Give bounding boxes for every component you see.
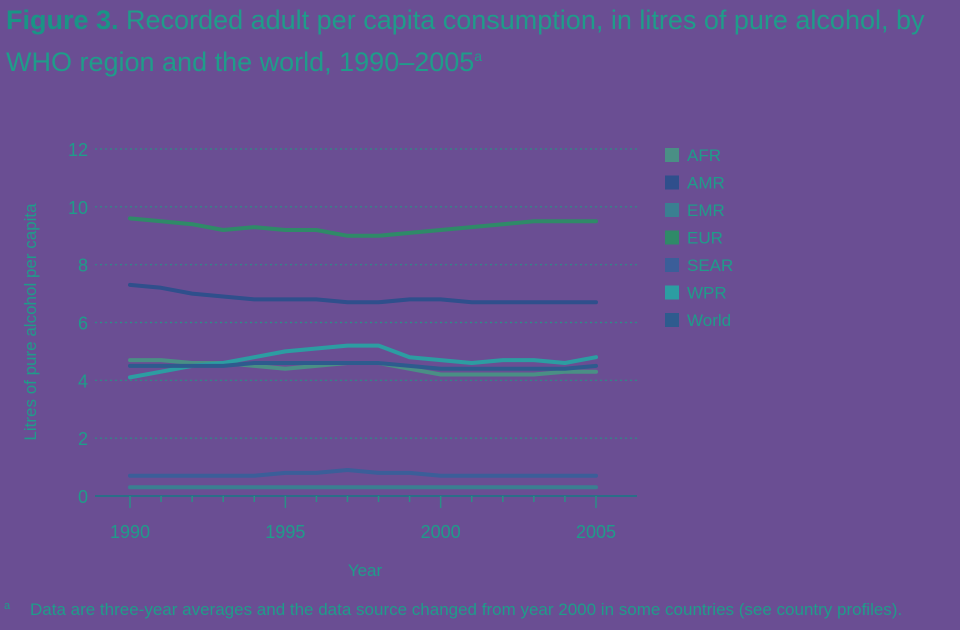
x-tick-label-1995: 1995	[265, 522, 305, 542]
figure-caption: Figure 3. Recorded adult per capita cons…	[6, 2, 956, 80]
legend-label-sear: SEAR	[687, 256, 733, 275]
y-tick-label-8: 8	[78, 256, 88, 276]
series-lines	[128, 216, 598, 490]
y-tick-label-0: 0	[78, 487, 88, 507]
legend: AFR AMR EMR EUR SEAR WPR World	[665, 146, 733, 330]
y-tick-label-10: 10	[68, 198, 88, 218]
legend-label-wpr: WPR	[687, 284, 727, 303]
footnote-marker: a	[4, 600, 11, 612]
x-tick-label-2005: 2005	[576, 522, 616, 542]
gridlines	[95, 148, 637, 439]
y-tick-label-2: 2	[78, 429, 88, 449]
legend-label-afr: AFR	[687, 146, 721, 165]
series-line-world	[128, 361, 598, 371]
y-tick-label-4: 4	[78, 371, 88, 391]
y-tick-label-6: 6	[78, 314, 88, 334]
x-tick-label-2000: 2000	[421, 522, 461, 542]
line-chart: 0 2 4 6 8 10 12 1990 1995 2000 2005 AFR AMR EMR EUR SE…	[21, 140, 733, 580]
legend-label-amr: AMR	[687, 174, 725, 193]
series-line-sear	[128, 468, 598, 478]
legend-swatch-eur	[665, 230, 679, 245]
legend-label-world: World	[687, 311, 731, 330]
series-line-eur	[128, 216, 598, 238]
y-tick-label-12: 12	[68, 140, 88, 160]
figure-label: Figure 3.	[6, 5, 119, 35]
y-axis-label: Litres of pure alcohol per capita	[21, 203, 40, 441]
footnote: a Data are three-year averages and the da…	[4, 600, 959, 620]
series-line-amr	[128, 282, 598, 305]
legend-swatch-emr	[665, 203, 679, 217]
legend-label-eur: EUR	[687, 229, 723, 248]
legend-swatch-amr	[665, 175, 679, 190]
legend-swatch-world	[665, 313, 679, 327]
legend-swatch-wpr	[665, 285, 679, 300]
legend-label-emr: EMR	[687, 201, 725, 220]
axes: 0 2 4 6 8 10 12 1990 1995 2000 2005	[68, 140, 637, 542]
footnote-text: Data are three-year averages and the dat…	[30, 600, 903, 619]
legend-swatch-sear	[665, 258, 679, 272]
legend-swatch-afr	[665, 148, 679, 162]
caption-superscript: a	[474, 48, 483, 64]
x-axis-label: Year	[348, 561, 383, 580]
figure-title: Recorded adult per capita consumption, i…	[6, 5, 925, 77]
x-tick-label-1990: 1990	[110, 522, 150, 542]
